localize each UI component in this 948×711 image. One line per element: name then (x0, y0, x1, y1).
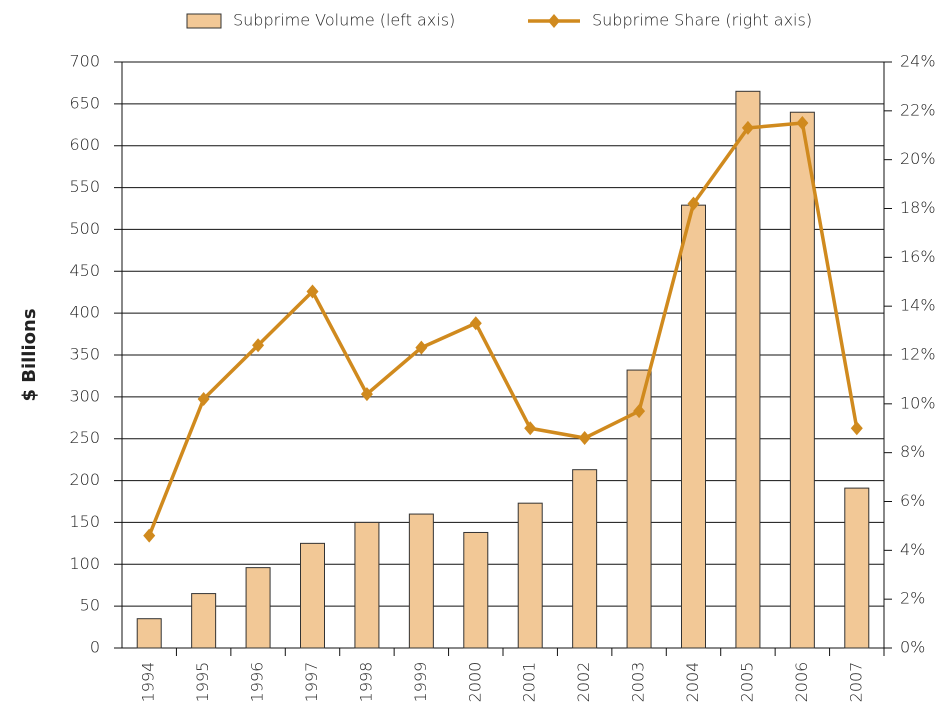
y2-tick-label: 8% (900, 442, 925, 461)
x-tick-label: 1999 (411, 662, 430, 703)
marker (143, 528, 156, 543)
x-tick-label: 2001 (520, 662, 539, 703)
marker (578, 431, 591, 446)
x-tick-label: 2004 (683, 662, 702, 703)
y-tick-label: 550 (69, 177, 100, 196)
bar (300, 542, 325, 649)
line (147, 121, 859, 537)
y2-tick-label: 20% (900, 149, 936, 168)
bar (354, 521, 380, 649)
y2-tick-label: 4% (900, 540, 925, 559)
bar (844, 487, 870, 649)
marker (796, 116, 809, 131)
y-tick-label: 200 (69, 470, 100, 489)
y-tick-label: 0 (90, 638, 100, 657)
bar (681, 204, 706, 649)
y-tick-label: 600 (69, 135, 100, 154)
x-tick-label: 1996 (248, 662, 267, 703)
marker (633, 404, 646, 419)
y2-tick-label: 2% (900, 589, 925, 608)
x-tick-label: 2002 (574, 662, 593, 703)
bar (191, 593, 217, 649)
x-tick-label: 2006 (792, 662, 811, 703)
y2-tick-label: 10% (900, 393, 936, 412)
y-tick-label: 100 (69, 554, 100, 573)
legend-marker (548, 14, 560, 28)
x-tick-label: 1995 (193, 662, 212, 703)
marker (469, 316, 482, 331)
marker (252, 338, 265, 353)
y-tick-label: 250 (69, 428, 100, 447)
y-tick-label: 700 (69, 52, 100, 71)
x-tick-label: 1998 (356, 662, 375, 703)
bar (245, 567, 271, 649)
x-tick-label: 2000 (465, 662, 484, 703)
x-tick-label: 2005 (737, 662, 756, 703)
y-tick-label: 50 (80, 596, 100, 615)
y2-tick-label: 12% (900, 345, 936, 364)
marker (687, 196, 700, 211)
bar (517, 502, 543, 649)
marker (306, 284, 319, 299)
bar (463, 531, 489, 649)
bar (735, 90, 761, 649)
y-tick-label: 500 (69, 219, 100, 238)
bar (136, 618, 162, 649)
y-tick-label: 450 (69, 261, 100, 280)
bar (572, 469, 598, 649)
x-tick-label: 1997 (302, 662, 321, 703)
marker (741, 120, 754, 135)
bar (408, 513, 434, 649)
y2-tick-label: 22% (900, 100, 936, 119)
y-tick-label: 150 (69, 512, 100, 531)
legend-swatch (186, 13, 222, 29)
y-tick-label: 400 (69, 303, 100, 322)
marker (415, 340, 428, 355)
y2-tick-label: 14% (900, 296, 936, 315)
bar (789, 111, 815, 649)
marker (850, 421, 863, 436)
y2-tick-label: 16% (900, 247, 936, 266)
legend-label: Subprime Share (right axis) (592, 11, 812, 30)
x-tick-label: 2003 (629, 662, 648, 703)
y2-tick-label: 18% (900, 198, 936, 217)
y-tick-label: 300 (69, 386, 100, 405)
y2-tick-label: 24% (900, 52, 936, 71)
y-axis-title: $ Billions (19, 308, 40, 401)
y2-tick-label: 6% (900, 491, 925, 510)
y-tick-label: 350 (69, 345, 100, 364)
y2-tick-label: 0% (900, 638, 925, 657)
legend-label: Subprime Volume (left axis) (233, 11, 455, 30)
y-tick-label: 650 (69, 93, 100, 112)
x-tick-label: 2007 (846, 662, 865, 703)
marker (524, 421, 537, 436)
marker (360, 387, 373, 402)
marker (197, 391, 210, 406)
x-tick-label: 1994 (139, 662, 158, 703)
